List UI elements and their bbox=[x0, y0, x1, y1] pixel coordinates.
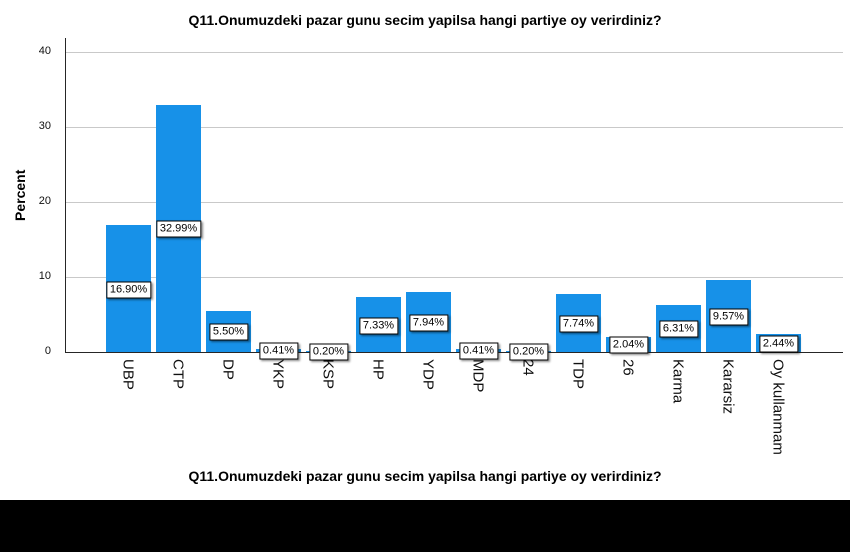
bar-value-label-Oy kullanmam: 2.44% bbox=[758, 335, 799, 353]
gridline-y-40 bbox=[66, 51, 843, 53]
x-axis-label-KSP: KSP bbox=[319, 359, 337, 390]
x-axis-label-TDP: TDP bbox=[569, 359, 587, 389]
bar-value-label-UBP: 16.90% bbox=[105, 281, 152, 299]
bar-value-label-YDP: 7.94% bbox=[408, 314, 449, 332]
x-axis-label-Kararsiz: Kararsiz bbox=[719, 359, 737, 415]
bar-value-label-CTP: 32.99% bbox=[155, 220, 202, 238]
x-axis-label-MDP: MDP bbox=[469, 359, 487, 393]
y-tick-label-30: 30 bbox=[38, 120, 51, 132]
y-tick-label-40: 40 bbox=[38, 45, 51, 57]
gridline-y-10 bbox=[66, 276, 843, 278]
x-axis-label-CTP: CTP bbox=[169, 359, 187, 389]
x-axis-label-HP: HP bbox=[369, 359, 387, 380]
gridline-y-20 bbox=[66, 201, 843, 203]
bar-value-label-Kararsiz: 9.57% bbox=[708, 308, 749, 326]
x-axis-label-Oy kullanmam: Oy kullanmam bbox=[769, 359, 787, 455]
x-axis-label-YKP: YKP bbox=[269, 359, 287, 390]
x-axis-label-UBP: UBP bbox=[119, 359, 137, 390]
bar-value-label-Karma: 6.31% bbox=[658, 320, 699, 338]
bar-value-label-YKP: 0.41% bbox=[258, 342, 299, 360]
bar-value-label-MDP: 0.41% bbox=[458, 342, 499, 360]
redacted-footer-block bbox=[0, 500, 850, 552]
bar-value-label-24: 0.20% bbox=[508, 343, 549, 361]
chart-title-top: Q11.Onumuzdeki pazar gunu secim yapilsa … bbox=[188, 12, 662, 28]
chart-title-bottom: Q11.Onumuzdeki pazar gunu secim yapilsa … bbox=[188, 468, 662, 484]
plot-area: 0 10 20 30 40 16.90% UBP 32.99% CTP 5.50% DP 0.41% Y… bbox=[39, 38, 843, 455]
y-tick-label-0: 0 bbox=[44, 345, 51, 357]
y-tick-label-20: 20 bbox=[38, 195, 51, 207]
x-axis-label-26: 26 bbox=[619, 359, 637, 376]
bar-value-label-DP: 5.50% bbox=[208, 323, 249, 341]
x-axis-label-YDP: YDP bbox=[419, 359, 437, 390]
bar-value-label-26: 2.04% bbox=[608, 336, 649, 354]
bar-value-label-TDP: 7.74% bbox=[558, 315, 599, 333]
x-axis-label-DP: DP bbox=[219, 359, 237, 380]
gridline-y-30 bbox=[66, 126, 843, 128]
bar-value-label-KSP: 0.20% bbox=[308, 343, 349, 361]
x-axis-label-24: 24 bbox=[519, 359, 537, 376]
x-axis-label-Karma: Karma bbox=[669, 359, 687, 404]
y-tick-label-10: 10 bbox=[38, 270, 51, 282]
bar-value-label-HP: 7.33% bbox=[358, 317, 399, 334]
